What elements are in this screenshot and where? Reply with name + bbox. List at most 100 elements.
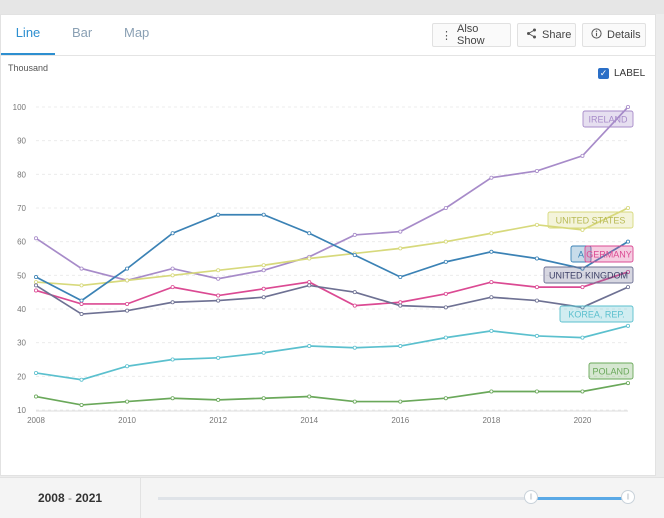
data-point[interactable] — [534, 168, 539, 173]
data-point[interactable] — [534, 256, 539, 261]
data-point[interactable] — [443, 205, 448, 210]
data-point[interactable] — [170, 357, 175, 362]
data-point[interactable] — [261, 212, 266, 217]
data-point[interactable] — [34, 370, 39, 375]
series-line[interactable] — [35, 284, 629, 315]
data-point[interactable] — [352, 303, 357, 308]
data-point[interactable] — [489, 389, 494, 394]
data-point[interactable] — [261, 263, 266, 268]
data-point[interactable] — [79, 377, 84, 382]
tab-line[interactable]: Line — [1, 15, 55, 55]
data-point[interactable] — [626, 381, 631, 386]
data-point[interactable] — [34, 275, 39, 280]
data-point[interactable] — [125, 399, 130, 404]
checkbox-checked-icon[interactable]: ✓ — [598, 68, 609, 79]
data-point[interactable] — [443, 259, 448, 264]
data-point[interactable] — [79, 266, 84, 271]
data-point[interactable] — [489, 249, 494, 254]
data-point[interactable] — [79, 298, 84, 303]
data-point[interactable] — [79, 301, 84, 306]
data-point[interactable] — [216, 298, 221, 303]
data-point[interactable] — [79, 312, 84, 317]
data-point[interactable] — [170, 266, 175, 271]
data-point[interactable] — [534, 285, 539, 290]
data-point[interactable] — [443, 305, 448, 310]
data-point[interactable] — [170, 396, 175, 401]
data-point[interactable] — [261, 295, 266, 300]
data-point[interactable] — [443, 396, 448, 401]
data-point[interactable] — [489, 280, 494, 285]
data-point[interactable] — [79, 283, 84, 288]
data-point[interactable] — [307, 231, 312, 236]
data-point[interactable] — [170, 231, 175, 236]
also-show-button[interactable]: ⋮ Also Show — [432, 23, 511, 47]
data-point[interactable] — [352, 290, 357, 295]
data-point[interactable] — [398, 303, 403, 308]
data-point[interactable] — [534, 389, 539, 394]
label-toggle[interactable]: ✓ LABEL — [598, 68, 645, 79]
data-point[interactable] — [398, 246, 403, 251]
data-point[interactable] — [125, 301, 130, 306]
data-point[interactable] — [34, 288, 39, 293]
data-point[interactable] — [34, 280, 39, 285]
data-point[interactable] — [489, 231, 494, 236]
data-point[interactable] — [216, 397, 221, 402]
details-button[interactable]: Details — [582, 23, 646, 47]
data-point[interactable] — [580, 335, 585, 340]
data-point[interactable] — [352, 253, 357, 258]
data-point[interactable] — [626, 285, 631, 290]
share-button[interactable]: Share — [517, 23, 576, 47]
data-point[interactable] — [534, 222, 539, 227]
data-point[interactable] — [443, 291, 448, 296]
data-point[interactable] — [170, 273, 175, 278]
data-point[interactable] — [626, 205, 631, 210]
data-point[interactable] — [398, 344, 403, 349]
tab-map[interactable]: Map — [124, 25, 150, 40]
data-point[interactable] — [626, 269, 631, 274]
data-point[interactable] — [307, 394, 312, 399]
data-point[interactable] — [352, 232, 357, 237]
data-point[interactable] — [261, 268, 266, 273]
data-point[interactable] — [216, 268, 221, 273]
data-point[interactable] — [443, 335, 448, 340]
tab-bar[interactable]: Bar — [72, 25, 93, 40]
data-point[interactable] — [352, 345, 357, 350]
series-line[interactable] — [35, 213, 629, 302]
data-point[interactable] — [261, 350, 266, 355]
data-point[interactable] — [34, 236, 39, 241]
data-point[interactable] — [170, 300, 175, 305]
data-point[interactable] — [398, 275, 403, 280]
data-point[interactable] — [534, 298, 539, 303]
data-point[interactable] — [307, 344, 312, 349]
range-slider-end-handle[interactable]: || — [621, 490, 635, 504]
data-point[interactable] — [580, 389, 585, 394]
data-point[interactable] — [79, 402, 84, 407]
data-point[interactable] — [580, 285, 585, 290]
range-slider-track[interactable] — [158, 497, 628, 500]
data-point[interactable] — [34, 394, 39, 399]
data-point[interactable] — [398, 300, 403, 305]
data-point[interactable] — [125, 278, 130, 283]
data-point[interactable] — [580, 153, 585, 158]
data-point[interactable] — [398, 399, 403, 404]
data-point[interactable] — [489, 328, 494, 333]
data-point[interactable] — [626, 105, 631, 110]
data-point[interactable] — [261, 396, 266, 401]
series-line[interactable] — [35, 106, 629, 282]
data-point[interactable] — [125, 266, 130, 271]
data-point[interactable] — [626, 239, 631, 244]
data-point[interactable] — [170, 285, 175, 290]
data-point[interactable] — [580, 227, 585, 232]
series-line[interactable] — [35, 207, 629, 287]
data-point[interactable] — [352, 399, 357, 404]
data-point[interactable] — [216, 212, 221, 217]
data-point[interactable] — [307, 280, 312, 285]
data-point[interactable] — [125, 364, 130, 369]
data-point[interactable] — [307, 256, 312, 261]
series-line[interactable] — [35, 382, 629, 406]
data-point[interactable] — [489, 175, 494, 180]
data-point[interactable] — [307, 283, 312, 288]
series-line[interactable] — [35, 325, 629, 381]
data-point[interactable] — [216, 293, 221, 298]
data-point[interactable] — [216, 276, 221, 281]
